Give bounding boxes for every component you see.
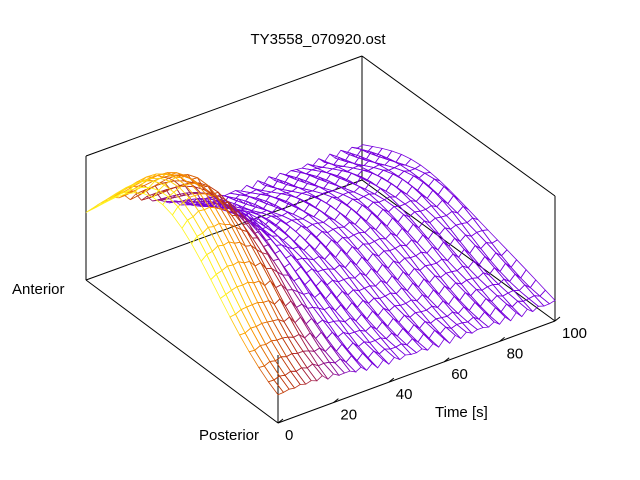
time-tick-mark xyxy=(388,377,395,383)
box-base-front xyxy=(277,320,556,424)
time-axis-ticks: 0 20 40 60 80 100 xyxy=(277,316,587,444)
surface-mesh xyxy=(85,144,556,396)
posterior-label: Posterior xyxy=(199,427,259,444)
time-tick-label: 80 xyxy=(507,345,524,362)
time-tick-label: 0 xyxy=(285,427,293,444)
time-tick-mark xyxy=(443,357,450,363)
time-tick-label: 20 xyxy=(340,407,357,424)
plot-box xyxy=(85,55,556,424)
time-tick-mark xyxy=(333,398,339,403)
time-tick-mark xyxy=(277,418,284,424)
time-axis-label: Time [s] xyxy=(435,404,488,421)
time-tick-label: 100 xyxy=(562,325,587,342)
time-tick-label: 60 xyxy=(451,366,468,383)
time-tick-mark xyxy=(499,337,505,342)
time-tick-label: 40 xyxy=(396,386,413,403)
anterior-label: Anterior xyxy=(12,281,65,298)
surface-cell xyxy=(267,379,285,396)
chart-title: TY3558_070920.ost xyxy=(250,31,386,48)
box-base-left xyxy=(85,279,279,424)
box-base-back-right xyxy=(361,179,556,322)
box-back-top-left xyxy=(85,55,363,157)
box-back-top-right xyxy=(361,55,556,197)
time-tick-mark xyxy=(554,316,561,322)
